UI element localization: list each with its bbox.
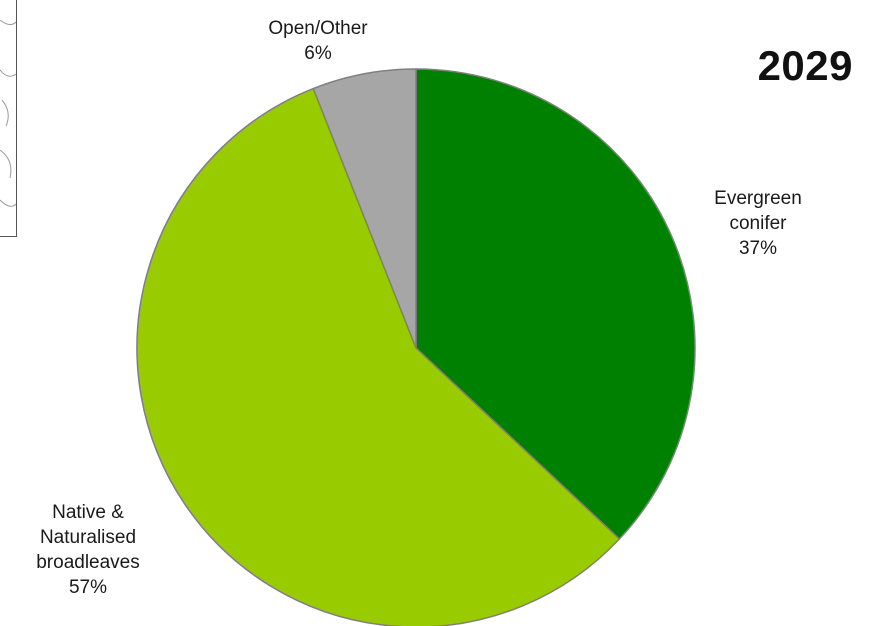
label-value: 37% — [738, 238, 778, 259]
chart-title: 2029 — [757, 42, 853, 89]
map-image-fragment — [0, 0, 17, 237]
label-evergreen-conifer: Evergreen conifer 37% — [690, 186, 826, 261]
label-name-line: Native & — [52, 502, 124, 523]
slice-open-other — [312, 68, 417, 349]
label-value: 6% — [304, 43, 332, 64]
label-open-other: Open/Other 6% — [258, 16, 378, 66]
label-name-line: Naturalised — [39, 527, 137, 548]
label-native-naturalised-broadleaves: Native & Naturalised broadleaves 57% — [20, 500, 156, 600]
slice-evergreen-conifer — [415, 68, 696, 540]
label-value: 57% — [68, 577, 108, 598]
label-name-line: Evergreen — [714, 188, 802, 209]
label-name-line: conifer — [729, 213, 787, 234]
label-name-line: Open/Other — [268, 18, 368, 39]
label-name-line: broadleaves — [36, 552, 140, 573]
map-lines-graphic — [0, 19, 16, 207]
slice-native-naturalised-broadleaves — [136, 87, 621, 626]
